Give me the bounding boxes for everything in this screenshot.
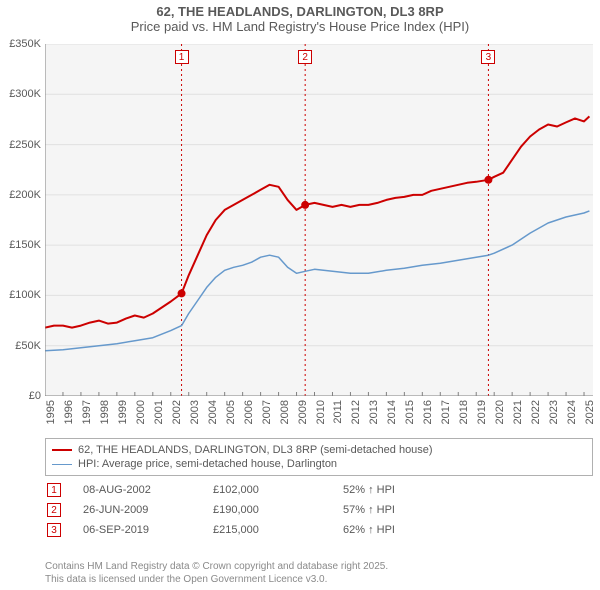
x-tick-label: 1995: [45, 400, 57, 424]
y-tick-label: £200K: [9, 189, 41, 201]
sale-marker-flag: 3: [481, 50, 495, 64]
legend-label: 62, THE HEADLANDS, DARLINGTON, DL3 8RP (…: [78, 444, 433, 456]
sale-price: £102,000: [213, 484, 343, 496]
sale-price: £215,000: [213, 524, 343, 536]
plot-svg: [45, 44, 593, 396]
x-tick-label: 2010: [315, 400, 327, 424]
x-tick-label: 2000: [135, 400, 147, 424]
sale-date: 26-JUN-2009: [83, 504, 213, 516]
plot-area: 1 2 3: [45, 44, 593, 396]
y-tick-label: £100K: [9, 289, 41, 301]
y-tick-label: £300K: [9, 88, 41, 100]
x-tick-label: 2022: [530, 400, 542, 424]
x-tick-label: 2003: [189, 400, 201, 424]
y-tick-label: £0: [29, 390, 41, 402]
y-tick-label: £250K: [9, 139, 41, 151]
sale-marker-flag: 1: [175, 50, 189, 64]
y-tick-label: £150K: [9, 239, 41, 251]
y-tick-label: £50K: [15, 340, 41, 352]
x-axis: 1995 1996 1997 1998 1999 2000 2001 2002 2003 2004…: [45, 396, 593, 436]
sale-marker-flag: 2: [298, 50, 312, 64]
sales-table: 1 08-AUG-2002£102,00052% ↑ HPI 2 26-JUN-200…: [45, 480, 593, 540]
x-tick-label: 2025: [584, 400, 596, 424]
sale-price: £190,000: [213, 504, 343, 516]
legend-swatch: [52, 449, 72, 451]
x-tick-label: 1999: [117, 400, 129, 424]
x-tick-label: 2008: [279, 400, 291, 424]
x-tick-label: 2006: [243, 400, 255, 424]
x-tick-label: 1996: [63, 400, 75, 424]
sale-row: 1 08-AUG-2002£102,00052% ↑ HPI: [45, 480, 593, 500]
sale-hpi: 62% ↑ HPI: [343, 524, 593, 536]
x-tick-label: 2019: [476, 400, 488, 424]
legend: 62, THE HEADLANDS, DARLINGTON, DL3 8RP (…: [45, 438, 593, 476]
x-tick-label: 2016: [422, 400, 434, 424]
x-tick-label: 2002: [171, 400, 183, 424]
x-tick-label: 2024: [566, 400, 578, 424]
x-tick-label: 2015: [404, 400, 416, 424]
sale-date: 08-AUG-2002: [83, 484, 213, 496]
footer-line1: Contains HM Land Registry data © Crown c…: [45, 561, 593, 574]
sale-hpi: 52% ↑ HPI: [343, 484, 593, 496]
legend-label: HPI: Average price, semi-detached house,…: [78, 458, 337, 470]
sale-date: 06-SEP-2019: [83, 524, 213, 536]
legend-item: 62, THE HEADLANDS, DARLINGTON, DL3 8RP (…: [52, 443, 586, 457]
footer: Contains HM Land Registry data © Crown c…: [45, 561, 593, 586]
x-tick-label: 2023: [548, 400, 560, 424]
x-tick-label: 2005: [225, 400, 237, 424]
x-tick-label: 2017: [440, 400, 452, 424]
sale-index-box: 3: [47, 523, 61, 537]
y-tick-label: £350K: [9, 38, 41, 50]
y-axis: £0£50K£100K£150K£200K£250K£300K£350K: [0, 44, 45, 396]
title-line2: Price paid vs. HM Land Registry's House …: [0, 19, 600, 34]
x-tick-label: 2011: [332, 400, 344, 424]
x-tick-label: 2009: [297, 400, 309, 424]
x-tick-label: 2014: [386, 400, 398, 424]
x-tick-label: 2012: [350, 400, 362, 424]
title-block: 62, THE HEADLANDS, DARLINGTON, DL3 8RP P…: [0, 0, 600, 34]
sale-index-box: 1: [47, 483, 61, 497]
footer-line2: This data is licensed under the Open Gov…: [45, 574, 593, 587]
chart-container: 62, THE HEADLANDS, DARLINGTON, DL3 8RP P…: [0, 0, 600, 590]
sale-hpi: 57% ↑ HPI: [343, 504, 593, 516]
legend-item: HPI: Average price, semi-detached house,…: [52, 457, 586, 471]
x-tick-label: 2001: [153, 400, 165, 424]
x-tick-label: 2007: [261, 400, 273, 424]
title-line1: 62, THE HEADLANDS, DARLINGTON, DL3 8RP: [0, 4, 600, 19]
sale-row: 3 06-SEP-2019£215,00062% ↑ HPI: [45, 520, 593, 540]
x-tick-label: 1997: [81, 400, 93, 424]
legend-swatch: [52, 464, 72, 465]
sale-row: 2 26-JUN-2009£190,00057% ↑ HPI: [45, 500, 593, 520]
x-tick-label: 2013: [368, 400, 380, 424]
x-tick-label: 2018: [458, 400, 470, 424]
sale-index-box: 2: [47, 503, 61, 517]
x-tick-label: 2020: [494, 400, 506, 424]
x-tick-label: 1998: [99, 400, 111, 424]
x-tick-label: 2021: [512, 400, 524, 424]
x-tick-label: 2004: [207, 400, 219, 424]
